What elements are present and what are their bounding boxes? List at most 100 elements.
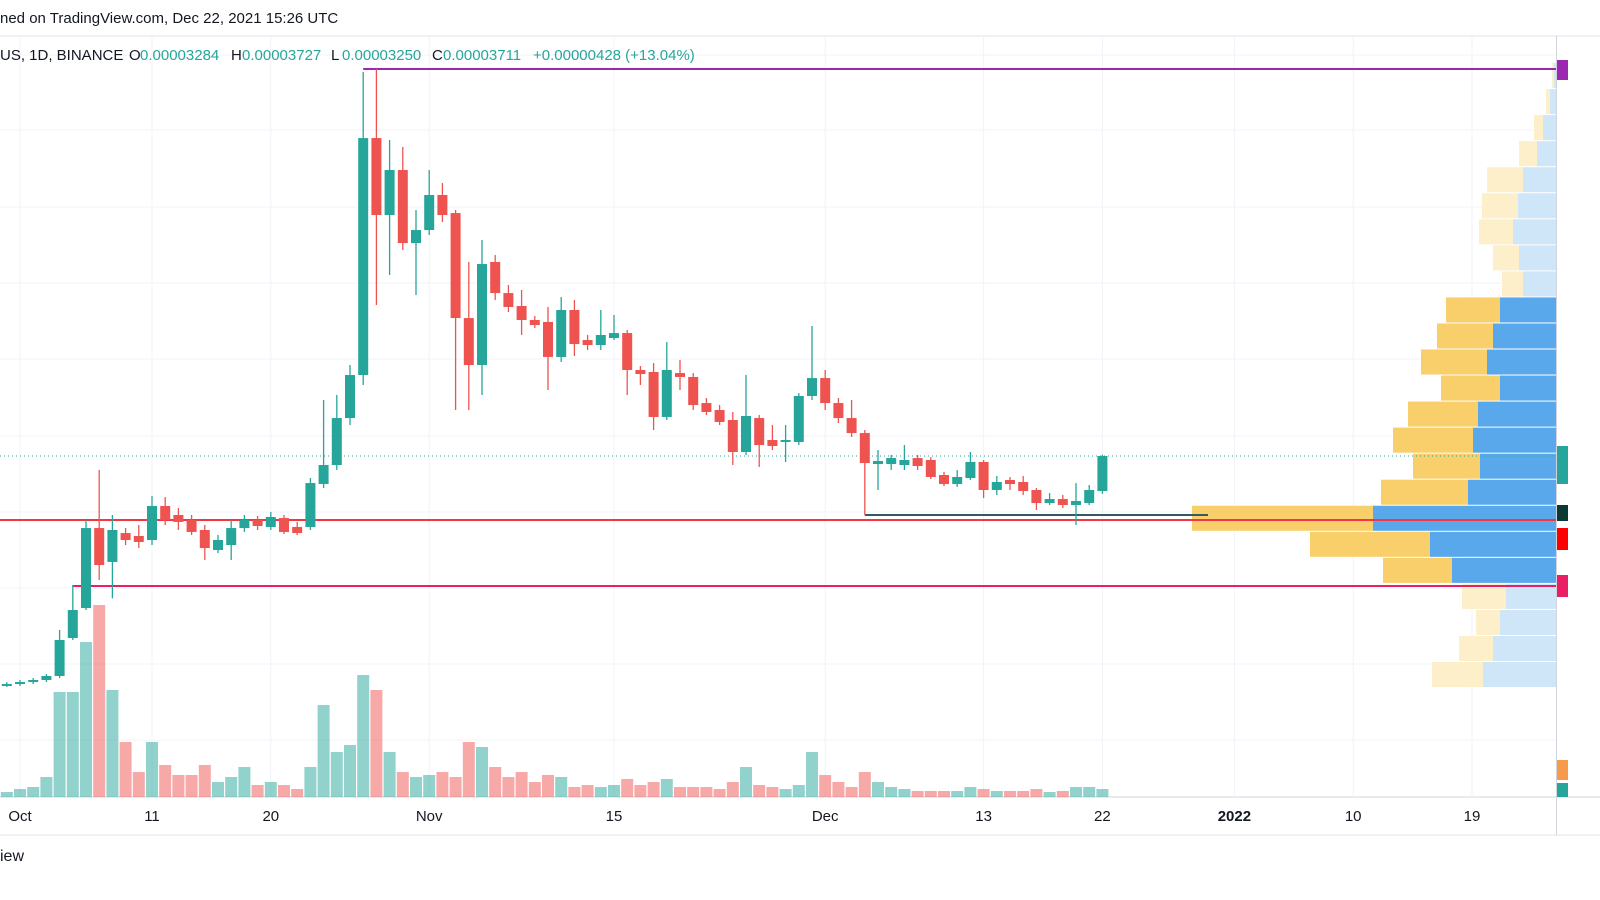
profile-down bbox=[1552, 63, 1554, 89]
change: +0.00000428 (+13.04%) bbox=[533, 47, 695, 64]
profile-down bbox=[1381, 479, 1468, 505]
volume-bar bbox=[938, 791, 950, 797]
candle-body bbox=[67, 610, 78, 639]
x-tick-label: 11 bbox=[144, 808, 160, 825]
volume-bar bbox=[304, 767, 317, 797]
profile-down bbox=[1310, 531, 1430, 557]
x-tick-label: Oct bbox=[8, 808, 32, 825]
volume-bar bbox=[885, 787, 898, 797]
candle-body bbox=[516, 305, 527, 321]
profile-down bbox=[1408, 401, 1478, 427]
logo-text: iew bbox=[0, 848, 25, 865]
ohlc-value: 0.00003727 bbox=[242, 47, 322, 64]
volume-bar bbox=[410, 777, 422, 797]
profile-down bbox=[1546, 89, 1550, 115]
profile-up bbox=[1487, 349, 1556, 375]
profile-up bbox=[1430, 531, 1556, 557]
candle-body bbox=[635, 370, 646, 375]
candle-body bbox=[477, 264, 487, 366]
candle-body bbox=[424, 195, 435, 231]
profile-up bbox=[1500, 375, 1556, 401]
candle-body bbox=[411, 230, 421, 244]
candle-body bbox=[899, 460, 910, 466]
candle-body bbox=[886, 458, 897, 465]
ohlc-value: 0.00003250 bbox=[342, 47, 422, 64]
candle-body bbox=[543, 321, 553, 357]
profile-up bbox=[1543, 115, 1556, 141]
volume-bar bbox=[476, 747, 488, 797]
profile-up bbox=[1480, 453, 1556, 479]
candle-body bbox=[160, 505, 171, 521]
profile-up bbox=[1554, 63, 1556, 89]
candle-body bbox=[873, 460, 883, 465]
candle-body bbox=[41, 675, 52, 681]
profile-down bbox=[1446, 297, 1500, 323]
volume-bar bbox=[819, 775, 832, 797]
candle-body bbox=[345, 375, 355, 419]
candle-body bbox=[28, 680, 39, 683]
candle-body bbox=[793, 395, 804, 442]
volume-bar bbox=[185, 775, 198, 797]
profile-down bbox=[1482, 193, 1518, 219]
volume-bar bbox=[449, 777, 462, 797]
candle-body bbox=[279, 518, 289, 532]
candle-body bbox=[15, 682, 25, 685]
profile-up bbox=[1513, 219, 1556, 245]
candle-body bbox=[741, 415, 751, 452]
candle-body bbox=[331, 418, 342, 466]
volume-bar bbox=[383, 752, 396, 797]
candle-body bbox=[595, 335, 606, 346]
candle-body bbox=[767, 440, 778, 446]
profile-up bbox=[1478, 401, 1556, 427]
volume-bar bbox=[264, 782, 277, 797]
candle-body bbox=[81, 528, 91, 609]
candle-body bbox=[991, 481, 1002, 491]
volume-bar bbox=[1017, 791, 1030, 797]
x-tick-label: 22 bbox=[1094, 808, 1111, 825]
profile-up bbox=[1500, 297, 1556, 323]
profile-down bbox=[1487, 167, 1523, 193]
x-tick-label: 13 bbox=[975, 808, 992, 825]
candle-body bbox=[292, 526, 303, 534]
candle-body bbox=[648, 371, 659, 417]
volume-bar bbox=[792, 785, 805, 797]
volume-bar bbox=[1030, 789, 1043, 797]
profile-down bbox=[1441, 375, 1500, 401]
volume-bar bbox=[1056, 791, 1069, 797]
volume-bar bbox=[621, 779, 634, 797]
x-tick-label: 2022 bbox=[1218, 808, 1251, 825]
source-line: ned on TradingView.com, Dec 22, 2021 15:… bbox=[0, 10, 339, 27]
candle-body bbox=[714, 410, 725, 422]
candle-body bbox=[846, 418, 857, 434]
candle-body bbox=[318, 465, 329, 485]
candle-body bbox=[384, 170, 395, 216]
candle-body bbox=[213, 540, 223, 551]
candle-body bbox=[978, 461, 989, 491]
profile-up bbox=[1493, 323, 1556, 349]
volume-bar bbox=[40, 777, 53, 797]
volume-bar bbox=[53, 692, 66, 797]
profile-down bbox=[1459, 635, 1493, 661]
ohlc-key: C bbox=[432, 47, 443, 64]
volume-bar bbox=[0, 792, 13, 797]
profile-up bbox=[1373, 505, 1556, 531]
candle-body bbox=[503, 293, 514, 307]
candle-body bbox=[952, 476, 963, 485]
x-tick-label: Nov bbox=[416, 808, 443, 825]
profile-up bbox=[1537, 141, 1556, 167]
volume-bar bbox=[251, 785, 264, 797]
candle-body bbox=[107, 530, 118, 562]
volume-bar bbox=[634, 785, 647, 797]
volume-bar bbox=[462, 742, 475, 797]
ohlc-value: 0.00003711 bbox=[443, 47, 522, 64]
profile-down bbox=[1432, 661, 1483, 688]
candle-body bbox=[252, 520, 263, 526]
profile-down bbox=[1502, 271, 1523, 297]
volume-bar bbox=[1004, 791, 1016, 797]
profile-up bbox=[1473, 427, 1556, 453]
candle-body bbox=[688, 376, 699, 406]
candle-body bbox=[305, 483, 316, 527]
volume-bar bbox=[806, 752, 818, 797]
volume-bar bbox=[502, 777, 515, 797]
profile-down bbox=[1479, 219, 1513, 245]
